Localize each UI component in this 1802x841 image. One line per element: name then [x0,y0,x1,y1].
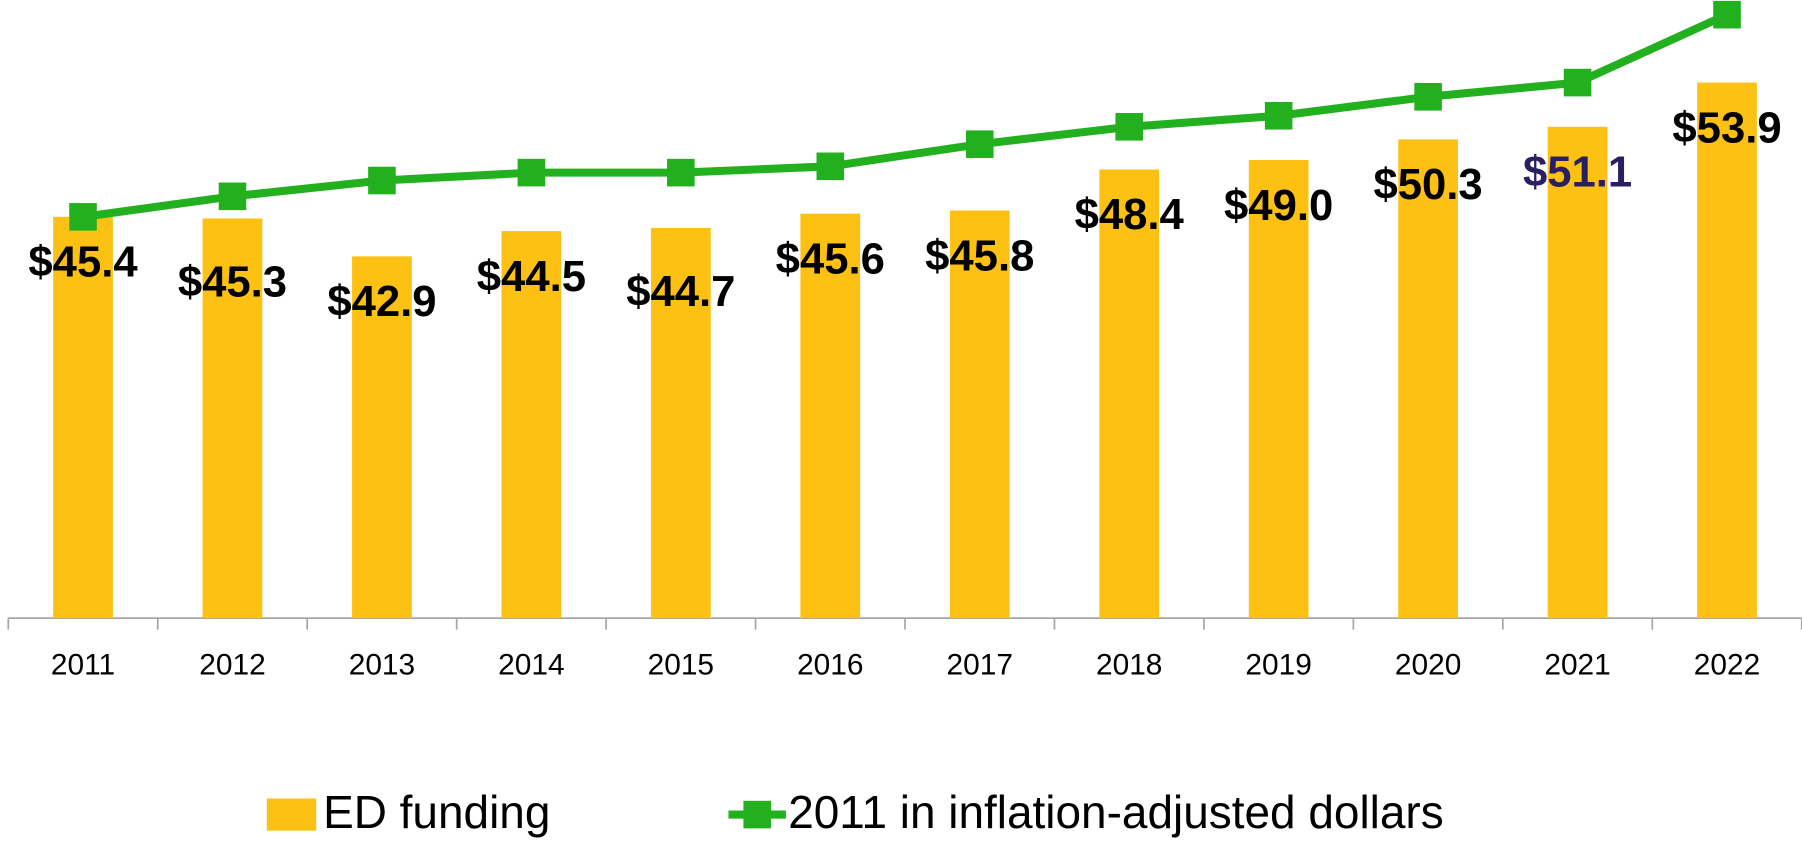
line-marker [1713,0,1741,29]
line-marker [667,158,695,187]
value-label: $45.8 [925,231,1034,280]
x-tick-label: 2017 [947,648,1013,681]
bar [1248,159,1309,619]
bar [949,210,1010,619]
x-tick-label: 2019 [1245,648,1311,681]
value-label: $45.3 [178,258,287,307]
value-label: $45.4 [28,238,138,287]
x-tick-label: 2012 [199,648,265,681]
value-label: $51.1 [1523,148,1632,197]
x-tick-label: 2021 [1544,648,1610,681]
line-marker [1115,113,1143,141]
line-marker [1264,101,1293,130]
bar [650,227,711,619]
value-label: $44.7 [626,267,735,316]
legend-swatch [743,800,771,829]
x-tick-label: 2015 [648,648,714,681]
x-tick-label: 2018 [1096,648,1162,681]
bar [1398,139,1458,619]
value-label: $49.0 [1224,181,1333,230]
value-label: $45.6 [776,234,885,283]
line-marker [517,158,546,187]
bar [800,213,861,619]
bar [1547,126,1608,619]
x-tick-label: 2013 [349,648,415,681]
line [82,10,1729,221]
x-tick-label: 2014 [498,648,564,681]
line-marker [1563,68,1592,97]
bar [1697,82,1757,619]
legend-swatch [266,798,317,831]
value-label: $50.3 [1373,160,1482,209]
bar [53,216,113,619]
value-label: $53.9 [1672,103,1781,152]
bar [501,231,562,619]
line-marker [816,152,845,181]
x-tick-label: 2011 [51,648,115,681]
line-marker [965,130,994,158]
value-label: $48.4 [1075,190,1185,239]
line-marker [368,166,396,195]
value-label: $42.9 [327,277,436,326]
x-tick-label: 2022 [1694,648,1760,681]
bar [1099,169,1160,619]
x-tick-label: 2016 [797,648,863,681]
line-marker [1414,83,1442,111]
line-marker [218,182,247,211]
bar [202,218,263,619]
legend-label: ED funding [323,786,550,838]
bar [352,256,412,619]
line-marker [69,203,97,231]
value-label: $44.5 [477,252,586,301]
legend-label: 2011 in inflation-adjusted dollars [788,786,1443,838]
x-tick-label: 2020 [1395,648,1461,681]
